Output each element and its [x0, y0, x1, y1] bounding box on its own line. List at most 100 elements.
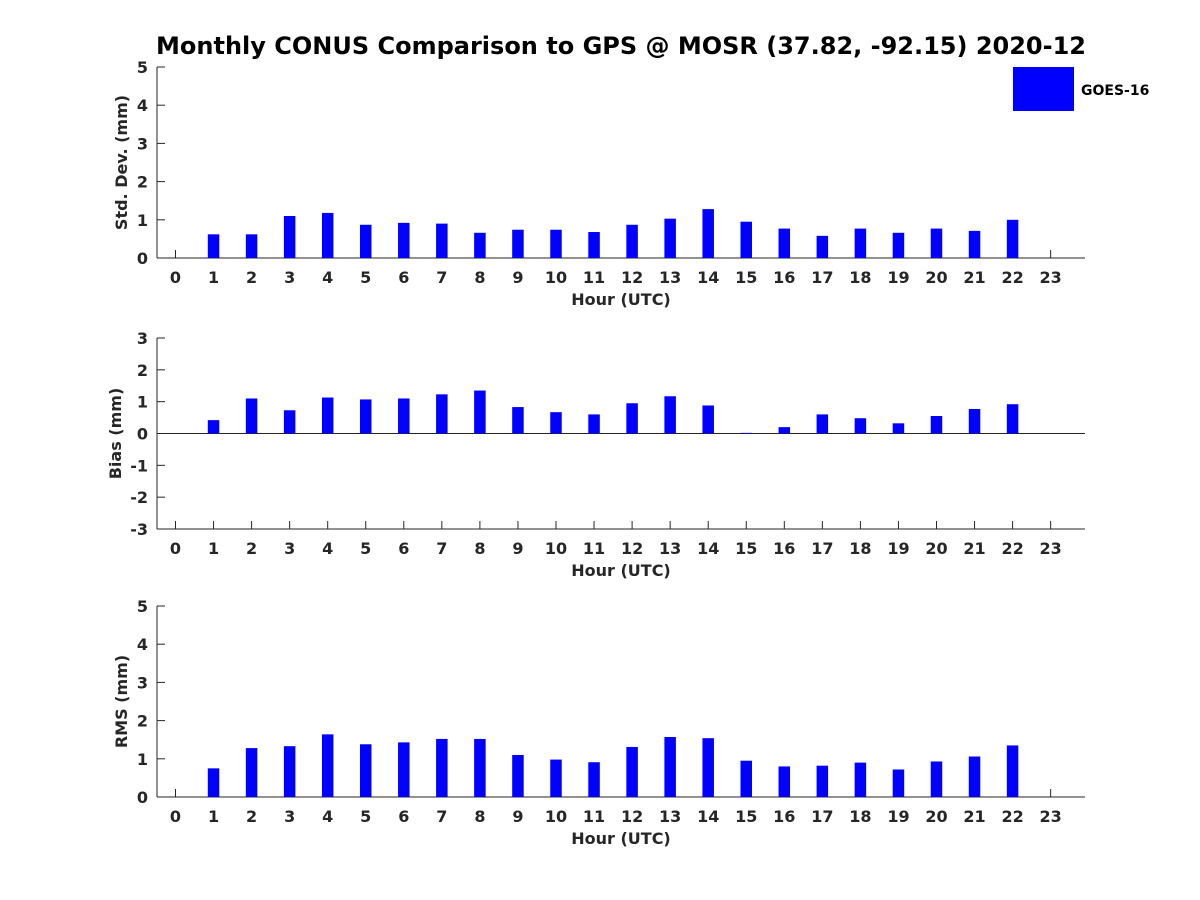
x-tick-label: 20: [925, 539, 947, 558]
x-tick-label: 15: [735, 268, 757, 287]
x-tick-label: 23: [1040, 268, 1062, 287]
y-tick-label: 1: [137, 750, 148, 769]
bar-hour-20: [930, 228, 943, 258]
x-tick-label: 5: [360, 539, 371, 558]
x-tick-label: 8: [474, 807, 485, 826]
bar-hour-11: [588, 762, 600, 797]
y-tick-label: -1: [130, 456, 148, 475]
bar-hour-14: [702, 209, 714, 258]
x-tick-label: 10: [545, 539, 567, 558]
x-tick-label: 12: [621, 807, 643, 826]
y-axis-label: Bias (mm): [106, 388, 125, 480]
x-tick-label: 22: [1001, 268, 1023, 287]
bar-hour-19: [892, 423, 905, 434]
x-tick-label: 15: [735, 539, 757, 558]
bar-hour-15: [740, 221, 752, 258]
bar-hour-14: [702, 738, 714, 797]
y-tick-label: 0: [137, 249, 148, 268]
bar-hour-4: [321, 397, 334, 434]
bar-hour-13: [664, 396, 676, 434]
x-tick-label: 18: [849, 807, 871, 826]
bar-hour-4: [321, 734, 334, 797]
bar-hour-7: [436, 223, 448, 258]
bar-hour-6: [398, 222, 410, 258]
y-tick-label: 4: [137, 635, 148, 654]
bar-hour-22: [1006, 404, 1019, 434]
y-axis-label: RMS (mm): [112, 655, 131, 748]
y-tick-label: 1: [137, 211, 148, 230]
y-tick-label: 3: [137, 134, 148, 153]
x-tick-label: 2: [246, 539, 257, 558]
x-tick-label: 4: [322, 807, 333, 826]
x-tick-label: 1: [208, 268, 219, 287]
x-tick-label: 8: [474, 539, 485, 558]
bar-hour-20: [930, 761, 943, 797]
x-tick-label: 23: [1040, 539, 1062, 558]
bar-hour-11: [588, 232, 600, 258]
x-tick-label: 7: [436, 539, 447, 558]
bar-hour-9: [512, 407, 524, 434]
bar-hour-19: [892, 769, 905, 797]
bar-hour-2: [245, 234, 258, 258]
x-tick-label: 5: [360, 807, 371, 826]
bar-hour-3: [283, 215, 296, 258]
bar-hour-20: [930, 415, 943, 434]
bar-hour-1: [207, 234, 220, 258]
x-tick-label: 0: [170, 539, 181, 558]
bar-hour-7: [436, 738, 448, 797]
bar-hour-6: [398, 742, 410, 797]
y-tick-label: 0: [137, 788, 148, 807]
x-tick-label: 9: [512, 807, 523, 826]
bar-hour-10: [550, 229, 562, 258]
x-tick-label: 3: [284, 268, 295, 287]
x-tick-label: 13: [659, 539, 681, 558]
bar-hour-9: [512, 754, 524, 797]
x-tick-label: 13: [659, 807, 681, 826]
bar-hour-17: [816, 765, 829, 797]
bar-hour-10: [550, 759, 562, 797]
x-tick-label: 8: [474, 268, 485, 287]
x-tick-label: 7: [436, 807, 447, 826]
bar-hour-7: [436, 394, 448, 434]
bar-hour-15: [740, 760, 752, 797]
bar-hour-1: [207, 768, 220, 797]
x-tick-label: 0: [170, 807, 181, 826]
x-tick-label: 6: [398, 807, 409, 826]
x-axis-label: Hour (UTC): [571, 561, 671, 580]
bar-hour-16: [778, 228, 791, 258]
x-tick-label: 1: [208, 539, 219, 558]
x-tick-label: 19: [887, 807, 909, 826]
x-tick-label: 22: [1001, 807, 1023, 826]
bar-hour-2: [245, 398, 258, 434]
bar-hour-13: [664, 737, 676, 797]
x-tick-label: 17: [811, 539, 833, 558]
bar-hour-18: [854, 762, 867, 797]
x-tick-label: 20: [925, 268, 947, 287]
bar-hour-12: [626, 224, 638, 258]
bar-hour-19: [892, 232, 905, 258]
y-tick-label: 1: [137, 393, 148, 412]
bar-hour-18: [854, 418, 867, 434]
x-tick-label: 11: [583, 539, 605, 558]
x-tick-label: 18: [849, 539, 871, 558]
x-tick-label: 23: [1040, 807, 1062, 826]
y-tick-label: 3: [137, 673, 148, 692]
x-tick-label: 11: [583, 268, 605, 287]
bar-hour-8: [474, 232, 486, 258]
y-tick-label: -2: [130, 488, 148, 507]
x-tick-label: 4: [322, 539, 333, 558]
x-tick-label: 17: [811, 807, 833, 826]
y-axis-label: Std. Dev. (mm): [112, 95, 131, 230]
bar-hour-12: [626, 746, 638, 797]
bar-hour-21: [968, 408, 981, 434]
y-tick-label: 2: [137, 173, 148, 192]
bar-hour-11: [588, 414, 600, 434]
y-tick-label: 2: [137, 361, 148, 380]
x-tick-label: 20: [925, 807, 947, 826]
bar-hour-21: [968, 756, 981, 797]
y-tick-label: -3: [130, 520, 148, 539]
x-tick-label: 0: [170, 268, 181, 287]
